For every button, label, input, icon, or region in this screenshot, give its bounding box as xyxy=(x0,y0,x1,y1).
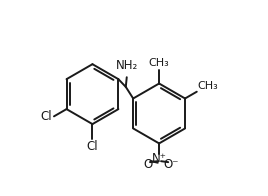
Text: CH₃: CH₃ xyxy=(198,81,218,91)
Text: O⁻: O⁻ xyxy=(163,158,178,171)
Text: N⁺: N⁺ xyxy=(152,152,166,165)
Text: Cl: Cl xyxy=(41,110,53,123)
Text: Cl: Cl xyxy=(87,140,98,153)
Text: NH₂: NH₂ xyxy=(116,59,138,72)
Text: CH₃: CH₃ xyxy=(149,58,169,68)
Text: O: O xyxy=(143,158,152,171)
